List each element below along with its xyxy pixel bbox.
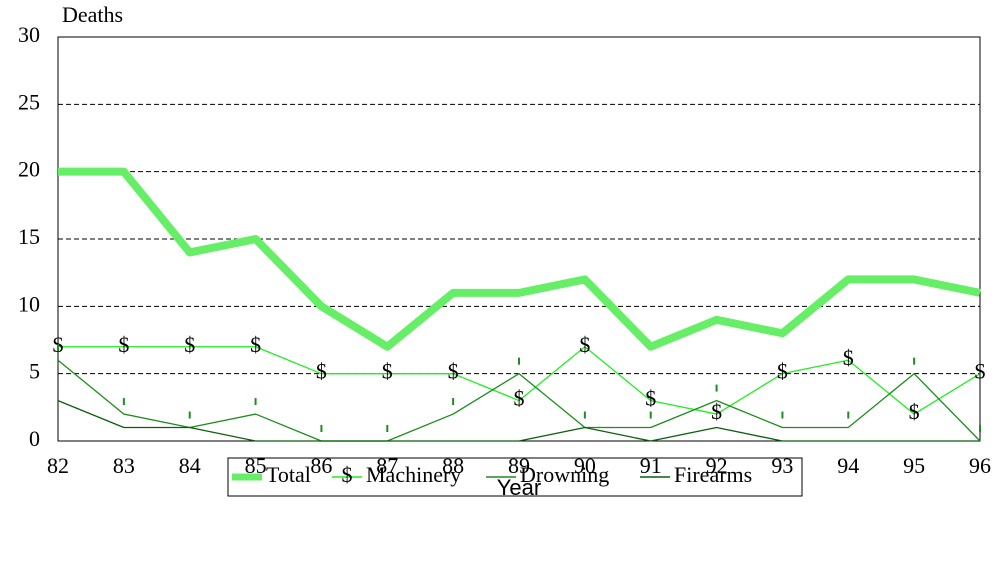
marker: $ <box>579 332 590 357</box>
x-tick-label: 89 <box>508 453 530 478</box>
marker: $ <box>909 399 920 424</box>
marker: $ <box>184 332 195 357</box>
x-tick-label: 85 <box>245 453 267 478</box>
legend-label: Drowning <box>520 462 609 487</box>
x-tick-label: 87 <box>376 453 398 478</box>
x-tick-label: 88 <box>442 453 464 478</box>
x-tick-label: 86 <box>310 453 332 478</box>
y-axis-label: Deaths <box>62 2 123 27</box>
legend-label: Total <box>266 462 311 487</box>
marker: $ <box>382 359 393 384</box>
legend-box <box>227 457 803 497</box>
legend-marker: $ <box>342 462 353 487</box>
x-tick-label: 90 <box>574 453 596 478</box>
y-tick-label: 25 <box>18 89 40 114</box>
marker: $ <box>316 359 327 384</box>
marker: $ <box>250 332 261 357</box>
y-tick-label: 30 <box>18 22 40 47</box>
y-tick-label: 15 <box>18 224 40 249</box>
x-tick-label: 95 <box>903 453 925 478</box>
marker: $ <box>448 359 459 384</box>
marker: $ <box>777 359 788 384</box>
series-line <box>58 167 981 351</box>
x-tick-label: 92 <box>706 453 728 478</box>
legend-label: Machinery <box>366 462 461 487</box>
marker: $ <box>118 332 129 357</box>
series-line <box>57 399 980 442</box>
x-tick-label: 93 <box>771 453 793 478</box>
x-tick-label: 91 <box>640 453 662 478</box>
marker: $ <box>843 345 854 370</box>
marker: $ <box>711 399 722 424</box>
y-tick-label: 0 <box>29 426 40 451</box>
x-tick-label: 94 <box>837 453 859 478</box>
y-tick-label: 20 <box>18 157 40 182</box>
legend-label: Firearms <box>674 462 752 487</box>
y-tick-label: 5 <box>29 359 40 384</box>
x-tick-label: 84 <box>179 453 201 478</box>
marker: $ <box>975 359 986 384</box>
marker: $ <box>645 386 656 411</box>
x-tick-label: 83 <box>113 453 135 478</box>
x-tick-label: 96 <box>969 453 991 478</box>
marker: $ <box>514 386 525 411</box>
series-line <box>57 359 981 442</box>
series-line <box>58 346 981 415</box>
y-tick-label: 10 <box>18 291 40 316</box>
x-tick-label: 82 <box>47 453 69 478</box>
